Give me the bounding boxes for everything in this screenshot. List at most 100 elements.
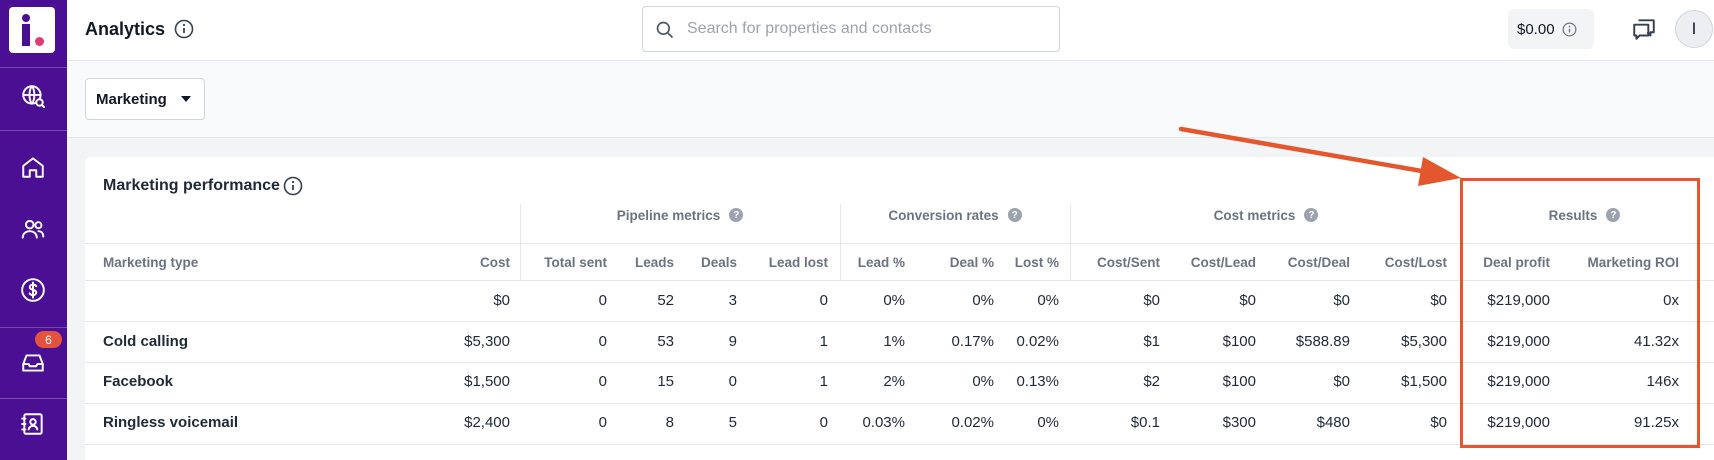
col-total-sent-cell: 0 [598,292,607,309]
group-label: Pipeline metrics [616,207,721,223]
col-leads-cell: 53 [657,333,674,350]
col-marketing-roi-cell: 146x [1646,373,1679,390]
col-cost-lost-cell: $5,300 [1401,333,1447,350]
col-total-sent-header[interactable]: Total sent [544,255,607,270]
col-marketing-type-header[interactable]: Marketing type [103,255,199,270]
col-cost-lead-cell: $100 [1222,373,1256,390]
group-divider [520,204,521,280]
col-cost-lead-header[interactable]: Cost/Lead [1190,255,1256,270]
balance-amount: $0.00 [1517,20,1555,38]
col-cost-sent-cell: $1 [1143,333,1160,350]
info-icon[interactable] [174,19,194,39]
dollar-icon[interactable] [19,276,47,304]
group-header-cost: Cost metrics? [1070,205,1462,225]
col-lead-lost-header[interactable]: Lead lost [768,255,828,270]
col-marketing-roi-cell: 0x [1663,292,1679,309]
sidebar-divider [0,67,67,68]
search-box[interactable] [642,6,1060,52]
help-icon[interactable]: ? [729,208,744,222]
col-cost-deal-cell: $0 [1333,373,1350,390]
col-deal-profit-cell: $219,000 [1487,333,1550,350]
sidebar: 6 [0,0,67,460]
report-type-dropdown[interactable]: Marketing [85,78,205,120]
inbox-icon[interactable] [19,349,47,377]
help-icon[interactable]: ? [1007,208,1022,222]
group-label: Conversion rates [888,207,999,223]
globe-search-icon[interactable] [19,82,47,110]
col-cost-sent-cell: $0.1 [1130,414,1160,431]
balance-chip[interactable]: $0.00 [1508,9,1594,49]
col-cost-deal-cell: $588.89 [1295,333,1350,350]
col-cost-sent-header[interactable]: Cost/Sent [1096,255,1160,270]
col-deal-pct-cell: 0% [972,292,994,309]
col-lost-pct-cell: 0.02% [1016,333,1059,350]
col-leads-cell: 15 [657,373,674,390]
sidebar-divider [0,398,67,399]
col-total-sent-cell: 0 [598,373,607,390]
col-lead-lost-cell: 0 [819,292,828,309]
col-total-sent-cell: 0 [598,333,607,350]
users-icon[interactable] [19,215,47,243]
group-divider [1070,204,1071,280]
col-cost-lead-cell: $100 [1222,333,1256,350]
col-cost-deal-cell: $480 [1316,414,1350,431]
avatar[interactable]: I [1675,10,1713,48]
col-cost-deal-header[interactable]: Cost/Deal [1287,255,1350,270]
annotation-arrow [1178,126,1461,186]
group-divider [840,204,841,280]
help-icon[interactable]: ? [1304,208,1319,222]
col-marketing-type-cell: Ringless voicemail [103,414,239,431]
app-logo[interactable] [9,7,55,53]
search-input[interactable] [687,17,1047,41]
row-divider [85,321,1714,322]
col-lead-lost-cell: 1 [819,333,828,350]
col-cost-lost-cell: $0 [1430,414,1447,431]
help-icon[interactable]: ? [1606,208,1621,222]
group-label: Cost metrics [1213,207,1296,223]
col-deal-profit-cell: $219,000 [1487,373,1550,390]
col-marketing-roi-cell: 91.25x [1633,414,1679,431]
col-deal-pct-cell: 0.02% [951,414,994,431]
col-deal-pct-cell: 0% [972,373,994,390]
col-lost-pct-cell: 0% [1037,292,1059,309]
row-divider [85,362,1714,363]
group-header-conversion: Conversion rates? [840,205,1070,225]
col-lead-pct-header[interactable]: Lead % [857,255,905,270]
col-cost-lost-header[interactable]: Cost/Lost [1384,255,1447,270]
col-deal-profit-cell: $219,000 [1487,414,1550,431]
col-cost-sent-cell: $0 [1143,292,1160,309]
col-lost-pct-header[interactable]: Lost % [1014,255,1059,270]
col-deals-header[interactable]: Deals [700,255,737,270]
col-cost-lost-cell: $1,500 [1401,373,1447,390]
col-deals-cell: 0 [728,373,737,390]
col-cost-header[interactable]: Cost [480,255,510,270]
row-divider [85,403,1714,404]
chat-icon[interactable] [1631,16,1657,42]
col-marketing-roi-header[interactable]: Marketing ROI [1587,255,1679,270]
col-deal-profit-header[interactable]: Deal profit [1483,255,1550,270]
contacts-icon[interactable] [19,410,47,438]
col-lead-pct-cell: 1% [883,333,905,350]
col-lead-lost-cell: 0 [819,414,828,431]
col-leads-header[interactable]: Leads [634,255,674,270]
home-icon[interactable] [19,153,47,181]
sidebar-divider [0,130,67,131]
col-deal-pct-header[interactable]: Deal % [949,255,994,270]
col-leads-cell: 8 [665,414,674,431]
col-cost-lead-cell: $300 [1222,414,1256,431]
info-icon[interactable] [283,176,303,196]
dropdown-value: Marketing [96,90,167,108]
col-cost-lost-cell: $0 [1430,292,1447,309]
search-icon [656,21,674,39]
row-divider [85,444,1714,445]
inbox-badge: 6 [35,331,62,348]
col-lead-pct-cell: 2% [883,373,905,390]
marketing-performance-card: Marketing performance Pipeline metrics? … [85,157,1714,460]
header-divider [85,243,1714,244]
col-deals-cell: 9 [728,333,737,350]
col-total-sent-cell: 0 [598,414,607,431]
col-lost-pct-cell: 0.13% [1016,373,1059,390]
group-header-results: Results? [1462,205,1707,225]
col-cost-deal-cell: $0 [1333,292,1350,309]
col-cost-cell: $2,400 [464,414,510,431]
